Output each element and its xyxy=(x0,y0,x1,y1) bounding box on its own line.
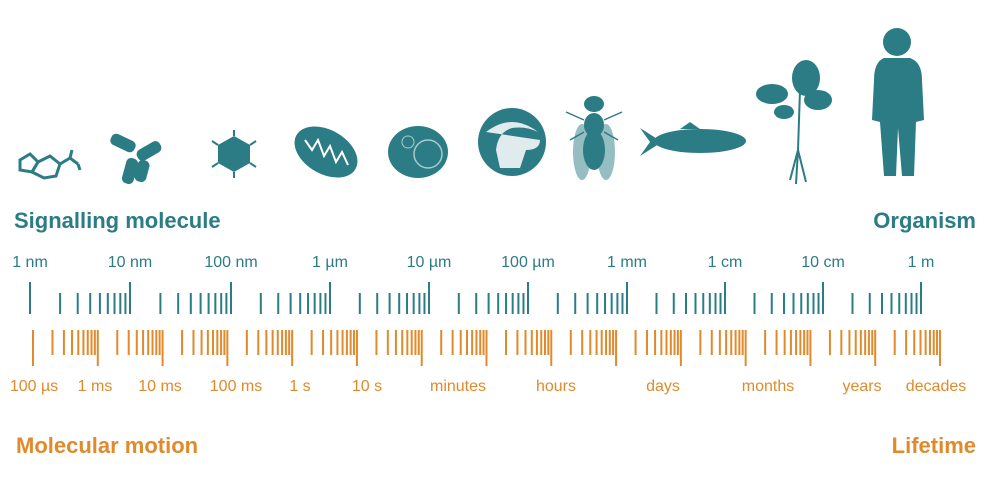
length-label: 1 mm xyxy=(607,254,647,271)
time-label: days xyxy=(646,378,680,395)
scale-ticks xyxy=(29,282,941,366)
time-label: 1 s xyxy=(289,378,310,395)
time-label: 10 ms xyxy=(138,378,182,395)
length-label: 1 m xyxy=(908,254,935,271)
human-icon xyxy=(872,28,924,176)
length-label: 1 cm xyxy=(708,254,743,271)
time-label: hours xyxy=(536,378,576,395)
length-label: 10 nm xyxy=(108,254,152,271)
icons xyxy=(18,28,924,185)
length-label: 1 µm xyxy=(312,254,348,271)
time-label: decades xyxy=(906,378,967,395)
time-start-heading: Molecular motion xyxy=(16,433,198,458)
size-start-heading: Signalling molecule xyxy=(14,208,221,233)
length-label: 1 nm xyxy=(12,254,48,271)
cell-icon xyxy=(388,126,448,178)
time-label: years xyxy=(842,378,881,395)
molecule-icon xyxy=(18,149,82,180)
fly-icon xyxy=(565,96,623,180)
length-label: 100 nm xyxy=(204,254,257,271)
time-label: minutes xyxy=(430,378,486,395)
length-label: 100 µm xyxy=(501,254,555,271)
length-label: 10 cm xyxy=(801,254,845,271)
time-label: 100 ms xyxy=(210,378,262,395)
antibody-icon xyxy=(110,133,162,184)
time-label: 100 µs xyxy=(10,378,58,395)
time-end-heading: Lifetime xyxy=(892,433,976,458)
plant-icon xyxy=(756,60,832,185)
mitochondrion-icon xyxy=(294,126,358,178)
fish-icon xyxy=(640,122,746,156)
embryo-icon xyxy=(478,108,546,176)
length-label: 10 µm xyxy=(407,254,452,271)
time-label: months xyxy=(742,378,794,395)
size-end-heading: Organism xyxy=(873,208,976,233)
time-label: 10 s xyxy=(352,378,382,395)
time-label: 1 ms xyxy=(78,378,113,395)
virus-icon xyxy=(211,130,257,178)
